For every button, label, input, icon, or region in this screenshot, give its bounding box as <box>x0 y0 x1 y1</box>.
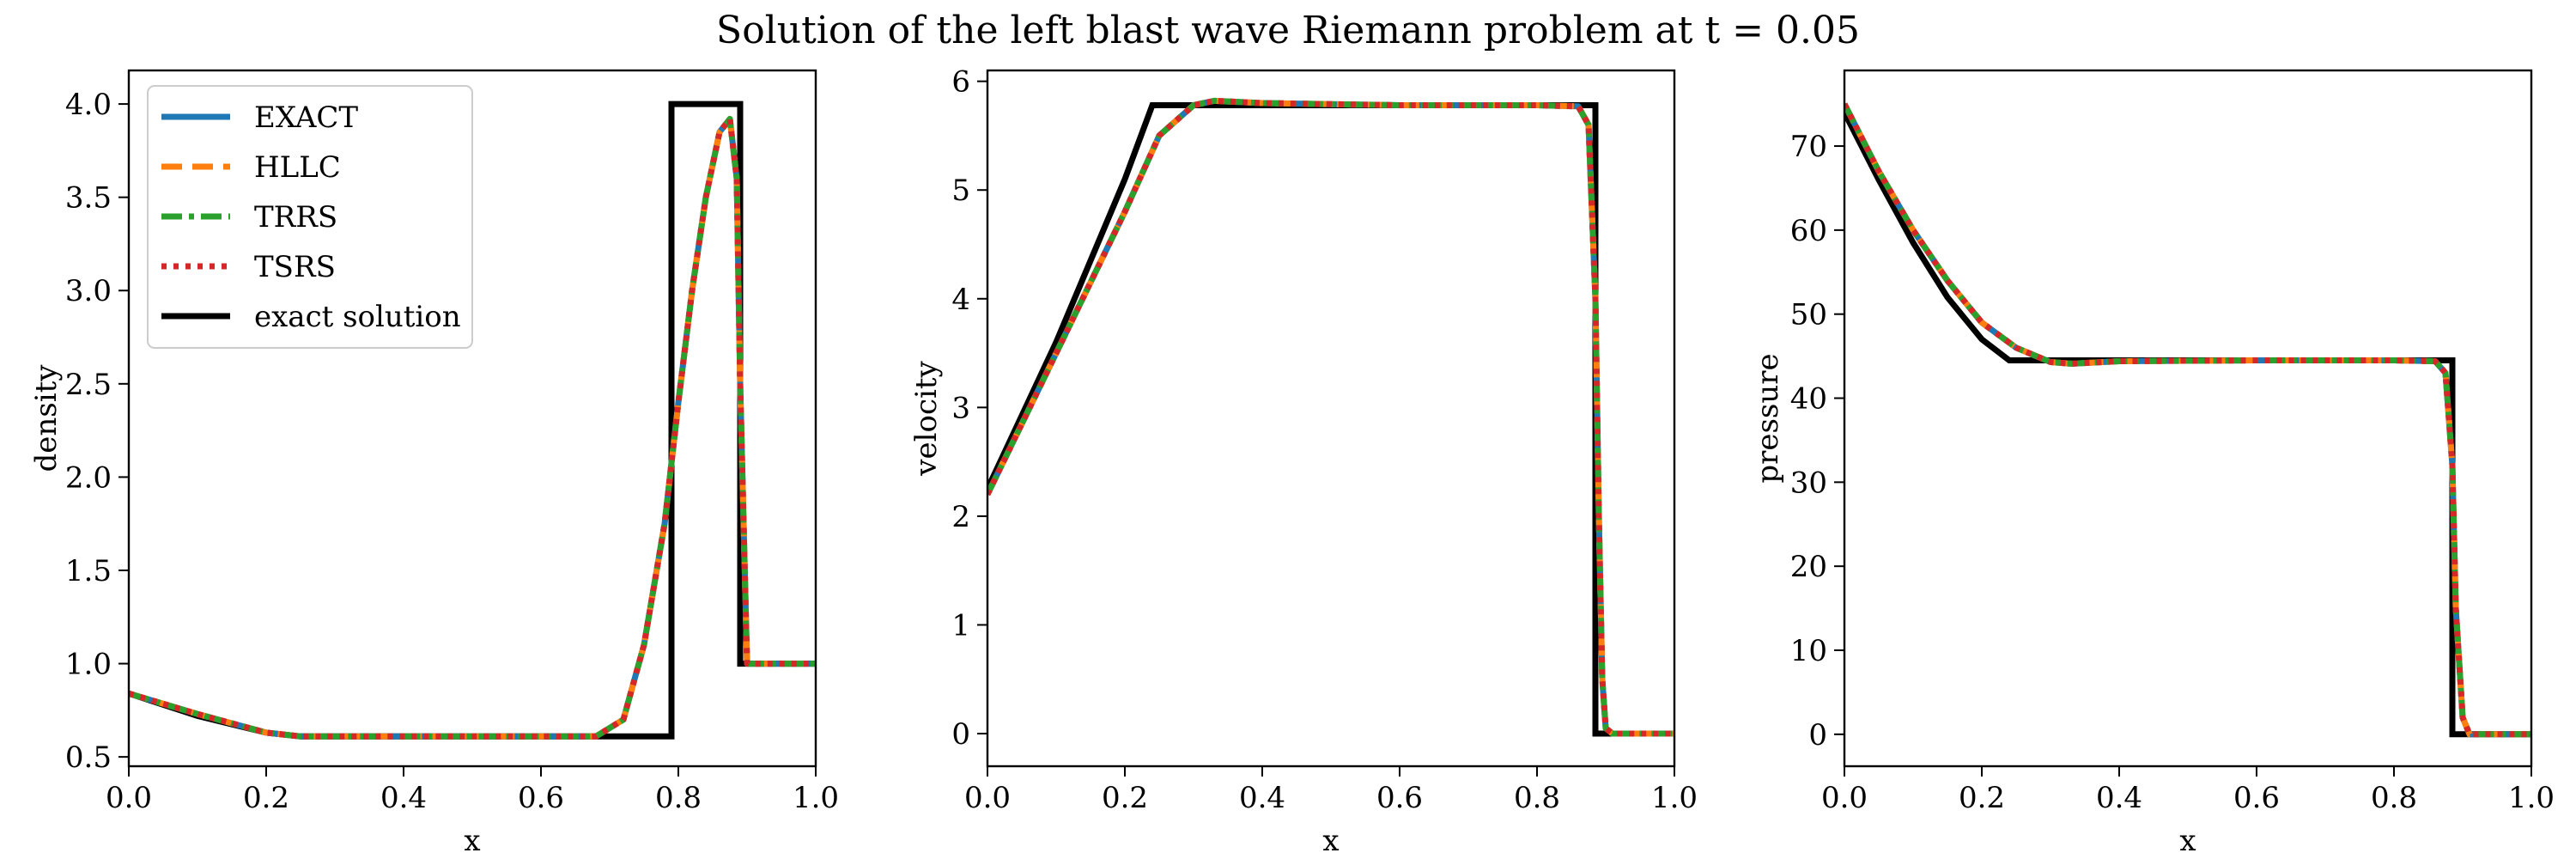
y-axis-label: density <box>29 364 64 472</box>
x-tick-label: 0.0 <box>964 781 1011 815</box>
y-tick-label: 3 <box>951 391 970 425</box>
series-hllc <box>987 97 1674 737</box>
legend-label: TSRS <box>254 250 336 284</box>
panel-density: 0.0 0.2 0.4 0.6 0.8 1.0 0.5 1.0 1.5 2.0 2.5 3.0 3.5 4… <box>29 69 839 858</box>
y-tick-label: 0 <box>1808 718 1827 752</box>
x-tick-label: 0.8 <box>1514 781 1560 815</box>
x-tick-label: 1.0 <box>1651 781 1698 815</box>
y-tick-label: 30 <box>1790 466 1827 500</box>
series-tsrs <box>129 116 816 740</box>
y-tick-label: 1.0 <box>65 648 112 682</box>
x-tick-label: 0.2 <box>1102 781 1148 815</box>
x-tick-label: 1.0 <box>2508 781 2555 815</box>
y-tick-label: 50 <box>1790 298 1827 332</box>
plot-area <box>129 101 816 740</box>
y-tick-label: 0.5 <box>65 740 112 775</box>
x-tick-label: 0.6 <box>518 781 564 815</box>
y-tick-label: 6 <box>951 65 970 100</box>
y-tick-label: 2.0 <box>65 460 112 495</box>
x-tick-label: 1.0 <box>793 781 839 815</box>
y-axis-label: velocity <box>909 360 944 476</box>
x-tick-label: 0.4 <box>1239 781 1285 815</box>
y-tick-label: 4 <box>951 283 970 317</box>
panel-velocity: 0.0 0.2 0.4 0.6 0.8 1.0 0 1 2 3 4 5 6 x velocity <box>909 65 1698 858</box>
axes-frame <box>986 69 1676 768</box>
series-exact-solution <box>987 102 1674 737</box>
legend-box <box>147 85 473 349</box>
x-tick-label: 0.8 <box>655 781 702 815</box>
axes-frame <box>127 69 817 768</box>
y-tick-label: 3.0 <box>65 274 112 308</box>
y-tick-label: 3.5 <box>65 181 112 216</box>
x-axis-label: x <box>464 824 480 858</box>
panels: 0.0 0.2 0.4 0.6 0.8 1.0 0.5 1.0 1.5 2.0 2.5 3.0 3.5 4… <box>29 65 2555 858</box>
series-exact <box>987 97 1674 737</box>
y-tick-label: 0 <box>951 717 970 752</box>
x-tick-label: 0.2 <box>243 781 289 815</box>
series-tsrs <box>987 97 1674 737</box>
figure-title: Solution of the left blast wave Riemann … <box>716 9 1860 52</box>
y-tick-label: 70 <box>1790 130 1827 164</box>
y-tick-label: 60 <box>1790 214 1827 248</box>
y-tick-label: 2 <box>951 500 970 534</box>
panel-pressure: 0.0 0.2 0.4 0.6 0.8 1.0 0 10 20 30 40 50 60 70 x pressu… <box>1751 69 2555 858</box>
x-tick-label: 0.4 <box>380 781 427 815</box>
y-tick-label: 40 <box>1790 382 1827 417</box>
legend: EXACT HLLC TRRS TSRS exact solution <box>147 85 473 349</box>
series-hllc <box>1844 102 2531 738</box>
x-tick-label: 0.2 <box>1959 781 2005 815</box>
x-tick-label: 0.0 <box>1821 781 1868 815</box>
x-axis-label: x <box>2179 824 2196 858</box>
series-trrs <box>987 97 1674 737</box>
y-tick-label: 1.5 <box>65 554 112 588</box>
x-tick-label: 0.4 <box>2096 781 2142 815</box>
axes-frame <box>1843 69 2533 768</box>
legend-label: EXACT <box>254 101 358 135</box>
plot-area <box>987 97 1674 737</box>
y-axis-label: pressure <box>1751 353 1785 483</box>
series-exact <box>1844 102 2531 738</box>
series-tsrs <box>1844 102 2531 738</box>
series-exact-solution <box>1844 111 2531 738</box>
y-tick-label: 20 <box>1790 550 1827 584</box>
series-trrs <box>1844 102 2531 738</box>
y-tick-label: 4.0 <box>65 88 112 122</box>
y-tick-label: 1 <box>951 608 970 643</box>
plot-area <box>1844 102 2531 738</box>
x-tick-label: 0.0 <box>106 781 152 815</box>
y-tick-label: 10 <box>1790 634 1827 668</box>
legend-label: HLLC <box>254 150 341 185</box>
x-tick-label: 0.6 <box>2233 781 2280 815</box>
y-tick-label: 2.5 <box>65 368 112 402</box>
x-tick-label: 0.8 <box>2371 781 2417 815</box>
x-axis-label: x <box>1322 824 1339 858</box>
x-tick-label: 0.6 <box>1376 781 1423 815</box>
y-tick-label: 5 <box>951 174 970 208</box>
legend-label: TRRS <box>254 200 337 235</box>
legend-label: exact solution <box>254 300 461 334</box>
